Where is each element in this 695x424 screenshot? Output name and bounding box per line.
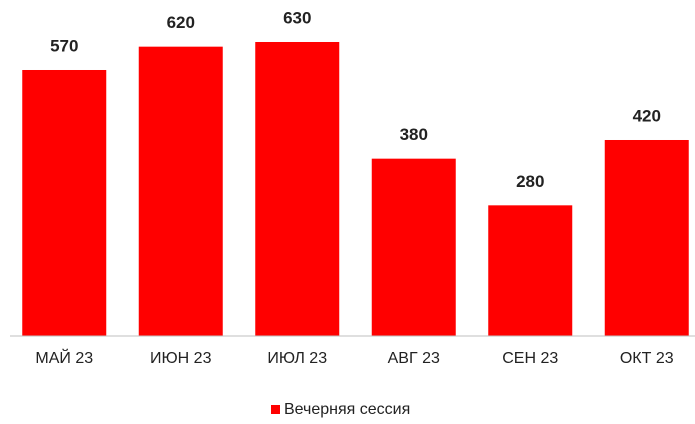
legend-label: Вечерняя сессия <box>284 401 410 418</box>
x-tick-label: МАЙ 23 <box>35 348 93 367</box>
x-tick-label: ОКТ 23 <box>620 350 674 367</box>
data-label: 570 <box>50 36 78 55</box>
bar <box>138 46 223 336</box>
bar <box>255 41 340 336</box>
legend-swatch <box>271 405 280 414</box>
bar <box>22 69 107 336</box>
data-label: 280 <box>516 172 544 191</box>
data-label: 420 <box>633 106 661 125</box>
x-tick-label: ИЮН 23 <box>150 350 212 367</box>
data-label: 630 <box>283 8 311 27</box>
data-label: 620 <box>167 13 195 32</box>
x-tick-label: СЕН 23 <box>502 350 558 367</box>
data-label: 380 <box>400 125 428 144</box>
x-tick-label: АВГ 23 <box>388 350 440 367</box>
bar <box>488 205 573 336</box>
bar <box>604 139 689 336</box>
bar <box>371 158 456 336</box>
x-tick-label: ИЮЛ 23 <box>267 350 327 367</box>
